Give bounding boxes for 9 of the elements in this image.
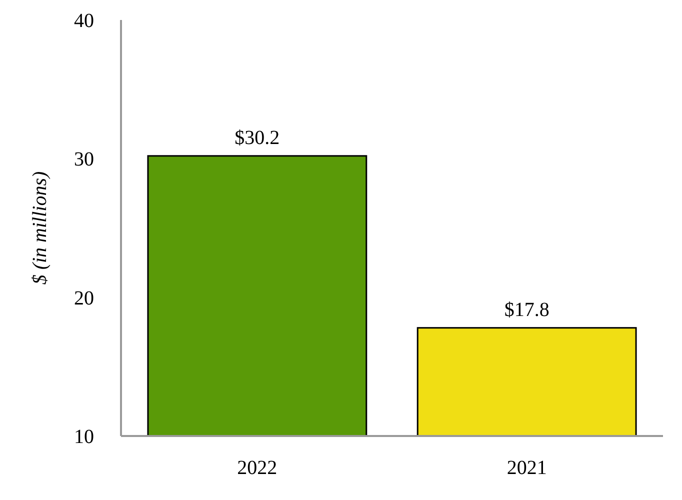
- x-tick-label: 2022: [237, 457, 278, 479]
- x-tick-label: 2021: [506, 457, 547, 479]
- y-tick-label: 20: [74, 287, 94, 310]
- y-tick-label: 10: [74, 426, 94, 448]
- y-tick-label: 30: [74, 148, 94, 171]
- y-tick-label: 40: [74, 10, 94, 32]
- data-label: $30.2: [234, 126, 280, 149]
- y-axis-title: $ (in millions): [29, 171, 51, 285]
- data-label: $17.8: [504, 298, 550, 321]
